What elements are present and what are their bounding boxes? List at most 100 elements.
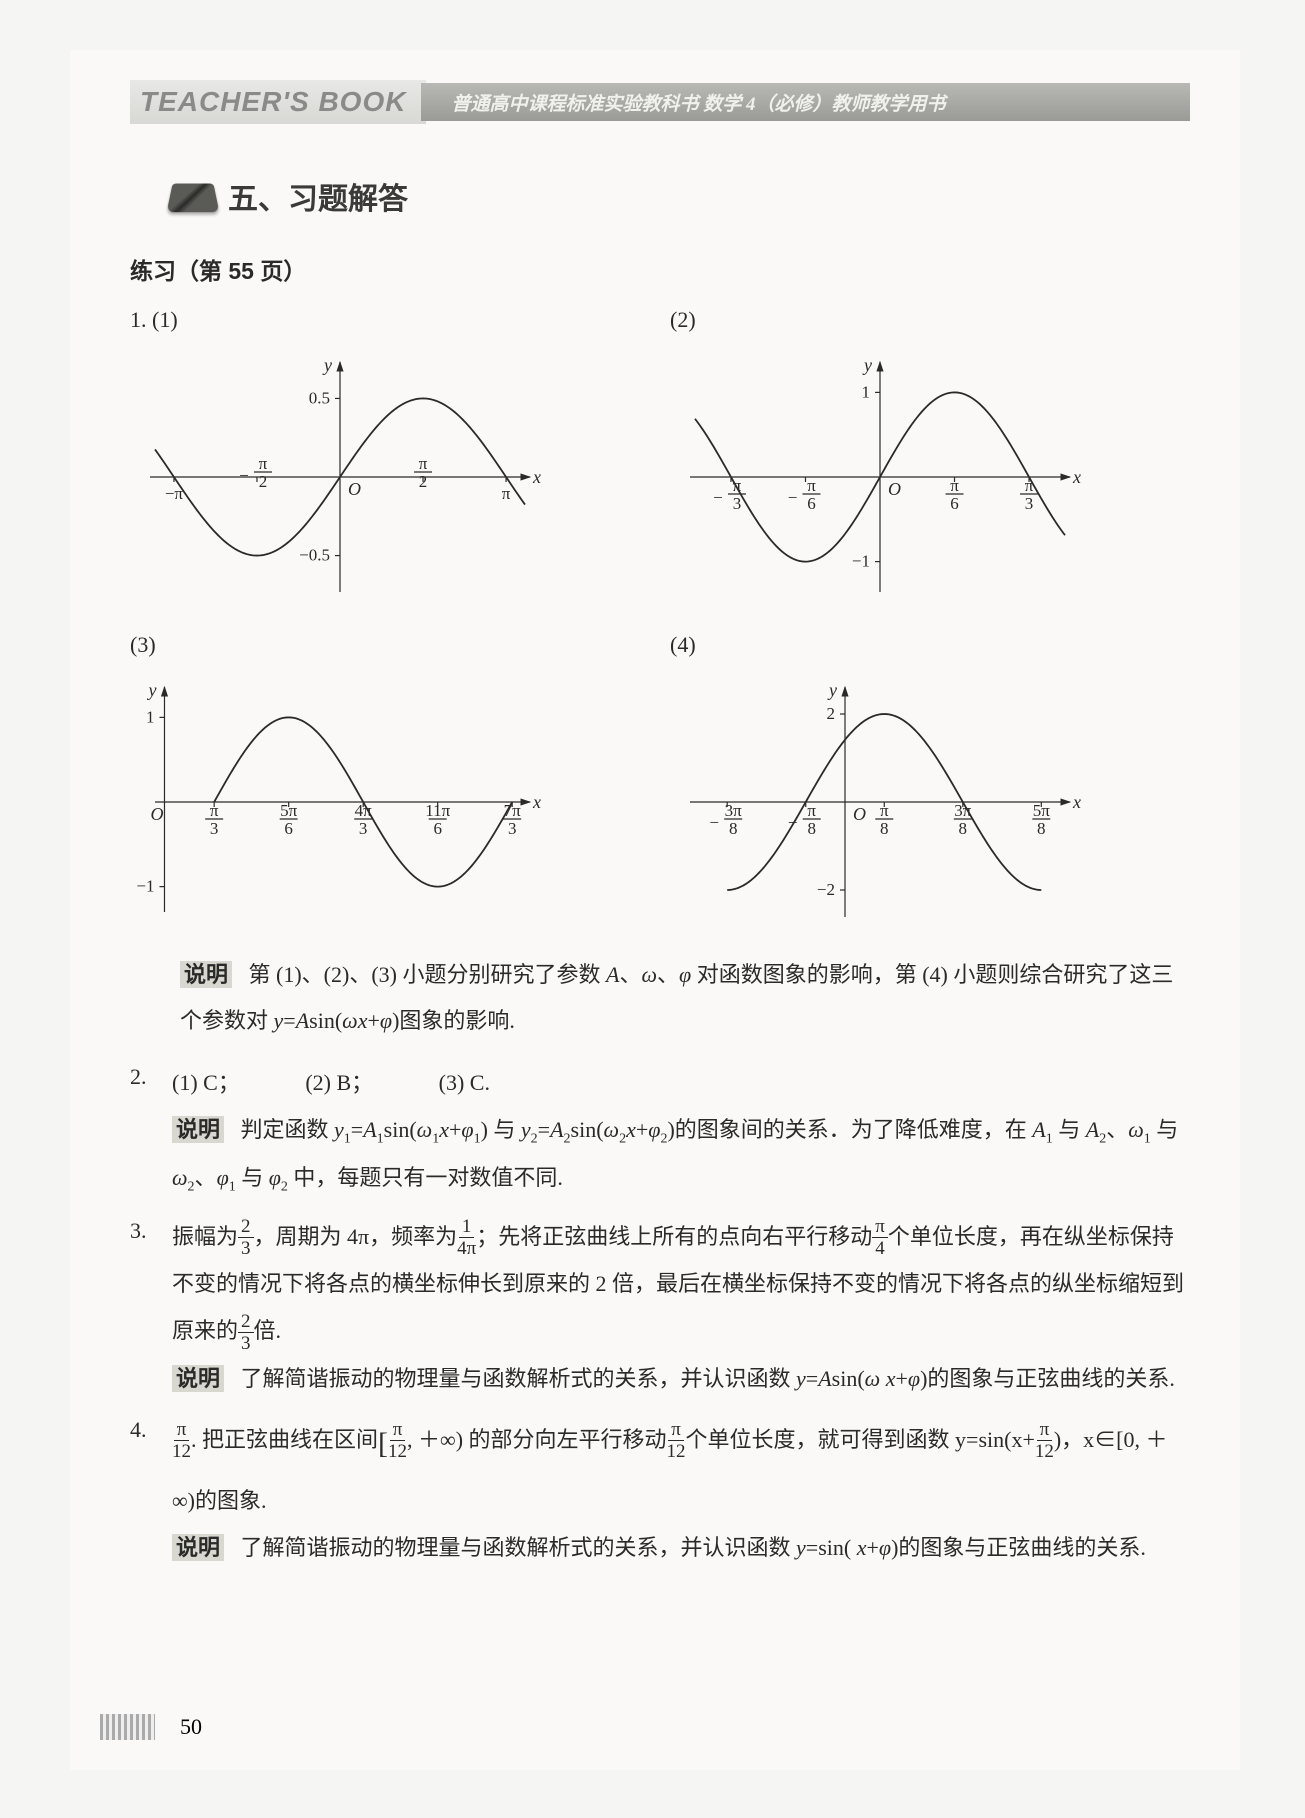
- svg-text:π: π: [259, 454, 268, 473]
- svg-text:3π: 3π: [725, 801, 743, 820]
- q4-t2: , ＋∞) 的部分向左平行移动: [407, 1427, 667, 1452]
- svg-text:π: π: [210, 801, 219, 820]
- chart-4-svg: Oyx3π8−π8−π83π85π82−2: [670, 667, 1090, 937]
- q1-sub2: (2): [670, 302, 1130, 337]
- q4-body: π12. 把正弦曲线在区间[π12, ＋∞) 的部分向左平行移动π12个单位长度…: [172, 1412, 1190, 1571]
- q3-desc: 说明 了解简谐振动的物理量与函数解析式的关系，并认识函数 y=Asin(ω x+…: [172, 1355, 1190, 1402]
- svg-text:x: x: [532, 792, 541, 812]
- svg-text:6: 6: [950, 494, 959, 513]
- q2-number: 2.: [130, 1059, 172, 1203]
- svg-text:1: 1: [862, 382, 871, 401]
- chart-2-svg: Oyxπ3−π6−π6π31−1: [670, 342, 1090, 612]
- svg-text:8: 8: [880, 819, 889, 838]
- q4-number: 4.: [130, 1412, 172, 1571]
- svg-text:7π: 7π: [504, 801, 522, 820]
- svg-text:−1: −1: [852, 552, 870, 571]
- chart-1-svg: Oyx−ππ2−π2π0.5−0.5: [130, 342, 550, 612]
- q3-desc-label: 说明: [172, 1365, 224, 1392]
- q3-t1: 振幅为: [172, 1224, 238, 1249]
- svg-text:π: π: [807, 476, 816, 495]
- svg-text:5π: 5π: [1033, 801, 1051, 820]
- teachers-book-title: TEACHER'S BOOK: [130, 80, 426, 124]
- q2-a1: (1) C；: [172, 1059, 240, 1106]
- q2-desc: 说明 判定函数 y1=A1sin(ω1x+φ1) 与 y2=A2sin(ω2x+…: [172, 1106, 1190, 1203]
- q3-body: 振幅为23，周期为 4π，频率为14π；先将正弦曲线上所有的点向右平行移动π4个…: [172, 1213, 1190, 1402]
- q3-frac4: 23: [238, 1312, 254, 1353]
- svg-text:x: x: [532, 467, 541, 487]
- q4-frac3: π12: [667, 1420, 686, 1461]
- header-subtitle: 普通高中课程标准实验教科书 数学 4（必修）教师教学用书: [421, 83, 1190, 121]
- chart-row-1: 1. (1) Oyx−ππ2−π2π0.5−0.5 (2) Oyxπ3−π6−π…: [130, 302, 1190, 612]
- book-icon: [167, 184, 220, 213]
- svg-text:y: y: [146, 680, 156, 700]
- section-title: 五、习题解答: [170, 174, 1190, 218]
- chart-2: (2) Oyxπ3−π6−π6π31−1: [670, 302, 1130, 612]
- svg-text:y: y: [322, 355, 332, 375]
- q4-t3: 个单位长度，就可得到函数 y=sin(x+: [686, 1427, 1035, 1452]
- question-3: 3. 振幅为23，周期为 4π，频率为14π；先将正弦曲线上所有的点向右平行移动…: [130, 1213, 1190, 1402]
- q1-number: 1.: [130, 307, 147, 332]
- svg-text:3: 3: [1025, 494, 1034, 513]
- desc-1: 说明 第 (1)、(2)、(3) 小题分别研究了参数 A、ω、φ 对函数图象的影…: [180, 952, 1190, 1044]
- svg-text:−: −: [713, 488, 723, 507]
- svg-text:O: O: [150, 804, 163, 824]
- svg-text:3: 3: [733, 494, 742, 513]
- svg-text:−: −: [788, 488, 798, 507]
- svg-text:π: π: [733, 476, 742, 495]
- q4-t1: . 把正弦曲线在区间: [191, 1427, 378, 1452]
- svg-text:8: 8: [1037, 819, 1046, 838]
- q3-t5: 倍.: [254, 1318, 282, 1343]
- question-4: 4. π12. 把正弦曲线在区间[π12, ＋∞) 的部分向左平行移动π12个单…: [130, 1412, 1190, 1571]
- page: TEACHER'S BOOK 普通高中课程标准实验教科书 数学 4（必修）教师教…: [70, 50, 1240, 1770]
- desc-1-label: 说明: [180, 961, 232, 988]
- svg-text:4π: 4π: [355, 801, 373, 820]
- q2-desc-label: 说明: [172, 1116, 224, 1143]
- q1-sub4: (4): [670, 627, 1130, 662]
- content: 练习（第 55 页） 1. (1) Oyx−ππ2−π2π0.5−0.5 (2)…: [130, 253, 1190, 1571]
- question-2: 2. (1) C； (2) B； (3) C. 说明 判定函数 y1=A1sin…: [130, 1059, 1190, 1203]
- svg-text:π: π: [419, 454, 428, 473]
- svg-text:2: 2: [259, 472, 268, 491]
- svg-text:6: 6: [284, 819, 293, 838]
- svg-text:0.5: 0.5: [309, 388, 330, 407]
- chart-row-2: (3) Oyxπ35π64π311π67π31−1 (4) Oyx3π8−π8−…: [130, 627, 1190, 937]
- svg-text:6: 6: [433, 819, 442, 838]
- desc-1-text: 第 (1)、(2)、(3) 小题分别研究了参数 A、ω、φ 对函数图象的影响，第…: [180, 962, 1173, 1033]
- svg-text:3: 3: [508, 819, 517, 838]
- header-band: TEACHER'S BOOK 普通高中课程标准实验教科书 数学 4（必修）教师教…: [130, 80, 1190, 124]
- svg-text:2: 2: [827, 704, 836, 723]
- q1-sub1: (1): [152, 307, 178, 332]
- svg-text:2: 2: [419, 472, 428, 491]
- svg-text:O: O: [348, 479, 361, 499]
- q3-t3: ；先将正弦曲线上所有的点向右平行移动: [476, 1224, 872, 1249]
- q3-frac1: 23: [238, 1217, 254, 1258]
- chart-4: (4) Oyx3π8−π8−π83π85π82−2: [670, 627, 1130, 937]
- q1-label: 1. (1): [130, 302, 590, 337]
- page-number: 50: [180, 1714, 202, 1740]
- svg-text:−2: −2: [817, 880, 835, 899]
- svg-text:8: 8: [729, 819, 738, 838]
- svg-text:x: x: [1072, 467, 1081, 487]
- q4-frac2: π12: [388, 1420, 407, 1461]
- svg-text:8: 8: [959, 819, 968, 838]
- chart-1: 1. (1) Oyx−ππ2−π2π0.5−0.5: [130, 302, 590, 612]
- svg-text:π: π: [1025, 476, 1034, 495]
- svg-text:y: y: [862, 355, 872, 375]
- svg-text:−: −: [709, 813, 719, 832]
- chart-3-svg: Oyxπ35π64π311π67π31−1: [130, 667, 550, 937]
- svg-text:11π: 11π: [425, 801, 450, 820]
- svg-text:6: 6: [807, 494, 816, 513]
- q4-bracket: [: [378, 1427, 388, 1460]
- q2-a3: (3) C.: [439, 1059, 490, 1106]
- svg-text:π: π: [502, 484, 511, 503]
- q4-desc: 说明 了解简谐振动的物理量与函数解析式的关系，并认识函数 y=sin( x+φ)…: [172, 1524, 1190, 1571]
- q4-frac4: π12: [1035, 1420, 1054, 1461]
- svg-text:−: −: [788, 813, 798, 832]
- svg-text:−π: −π: [165, 484, 184, 503]
- svg-text:5π: 5π: [280, 801, 298, 820]
- svg-text:−0.5: −0.5: [299, 546, 330, 565]
- svg-text:π: π: [950, 476, 959, 495]
- svg-text:3: 3: [359, 819, 368, 838]
- q3-t2: ，周期为 4π，频率为: [254, 1224, 458, 1249]
- q2-body: (1) C； (2) B； (3) C. 说明 判定函数 y1=A1sin(ω1…: [172, 1059, 1190, 1203]
